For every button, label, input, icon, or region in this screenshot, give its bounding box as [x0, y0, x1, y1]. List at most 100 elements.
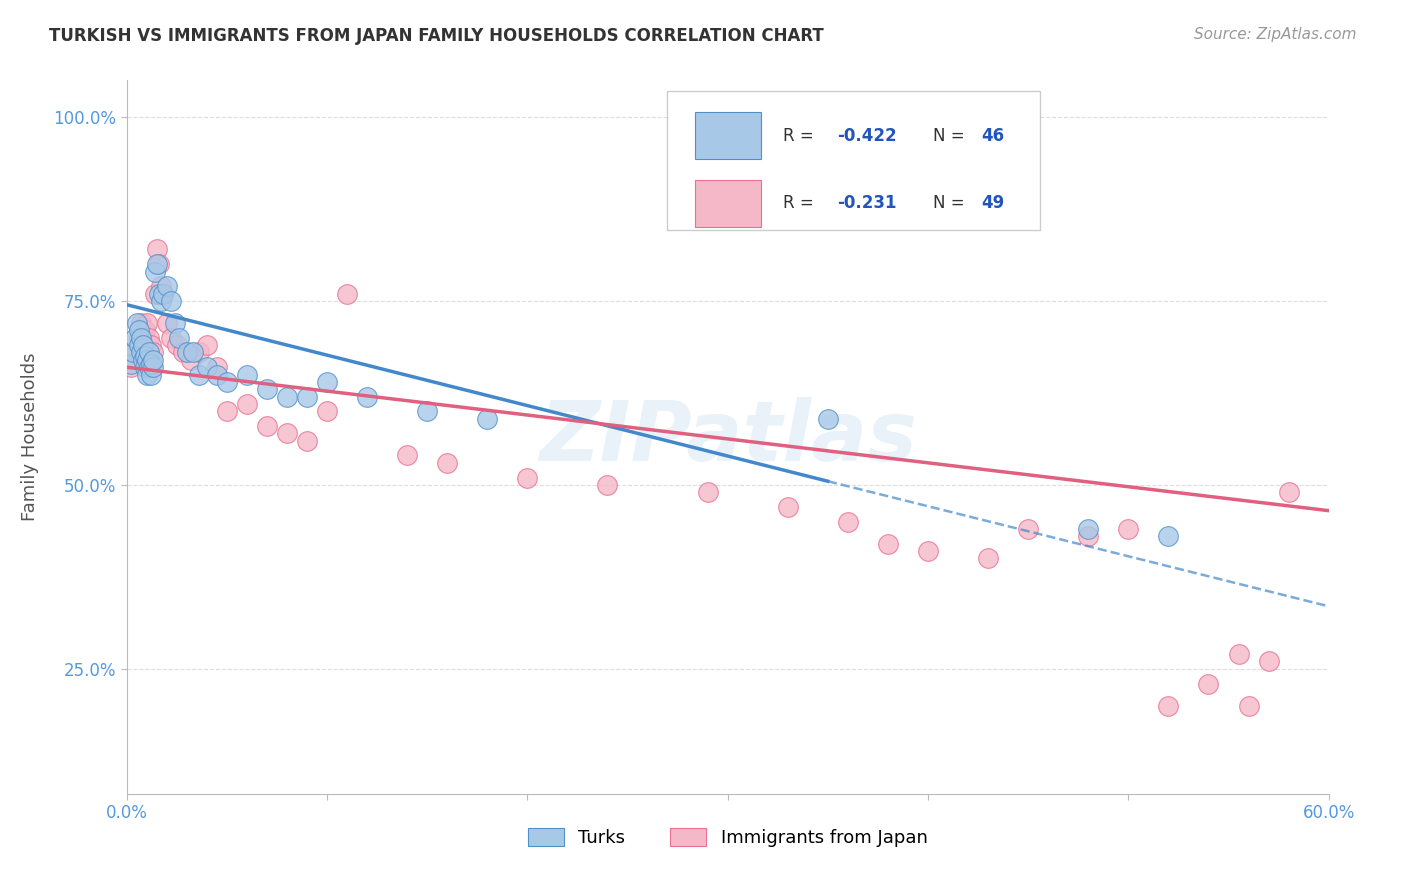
Text: ZIPatlas: ZIPatlas	[538, 397, 917, 477]
Point	[163, 316, 186, 330]
Point	[125, 316, 148, 330]
Point	[205, 368, 228, 382]
Point	[1077, 522, 1099, 536]
Point	[1157, 529, 1180, 543]
Point	[356, 390, 378, 404]
Point	[1157, 698, 1180, 713]
Point	[129, 345, 152, 359]
Point	[138, 345, 160, 359]
Point	[1277, 485, 1299, 500]
Point	[1237, 698, 1260, 713]
Point	[416, 404, 439, 418]
Point	[1017, 522, 1039, 536]
Point	[131, 352, 153, 367]
Point	[295, 390, 318, 404]
Point	[276, 390, 298, 404]
Point	[315, 375, 337, 389]
Point	[131, 338, 153, 352]
Point	[134, 360, 156, 375]
Point	[134, 349, 156, 363]
Y-axis label: Family Households: Family Households	[21, 353, 39, 521]
Point	[276, 426, 298, 441]
Point	[776, 500, 799, 514]
Legend: Turks, Immigrants from Japan: Turks, Immigrants from Japan	[519, 819, 936, 856]
Point	[128, 331, 150, 345]
Point	[159, 331, 181, 345]
Point	[135, 368, 157, 382]
Point	[159, 293, 181, 308]
Point	[205, 360, 228, 375]
Point	[396, 449, 419, 463]
Point	[124, 345, 146, 359]
Point	[135, 316, 157, 330]
Point	[1077, 529, 1099, 543]
Point	[475, 411, 498, 425]
Point	[181, 345, 204, 359]
Point	[315, 404, 337, 418]
Point	[155, 279, 177, 293]
Point	[977, 551, 1000, 566]
Point	[256, 382, 278, 396]
Point	[152, 286, 174, 301]
FancyBboxPatch shape	[695, 180, 761, 227]
FancyBboxPatch shape	[668, 91, 1040, 230]
Point	[596, 478, 619, 492]
Text: -0.231: -0.231	[837, 194, 897, 212]
Point	[235, 368, 259, 382]
Point	[195, 360, 218, 375]
Point	[145, 257, 167, 271]
Text: 46: 46	[981, 127, 1004, 145]
Point	[120, 357, 142, 371]
Point	[134, 323, 156, 337]
Point	[917, 544, 939, 558]
Point	[139, 357, 162, 371]
Point	[1257, 655, 1279, 669]
Point	[817, 411, 839, 425]
Point	[138, 360, 160, 375]
Point	[124, 331, 146, 345]
Point	[877, 537, 900, 551]
Point	[149, 279, 172, 293]
Point	[166, 338, 188, 352]
Point	[176, 345, 198, 359]
Point	[436, 456, 458, 470]
Point	[187, 368, 209, 382]
Text: TURKISH VS IMMIGRANTS FROM JAPAN FAMILY HOUSEHOLDS CORRELATION CHART: TURKISH VS IMMIGRANTS FROM JAPAN FAMILY …	[49, 27, 824, 45]
Point	[256, 419, 278, 434]
Point	[142, 352, 165, 367]
Point	[138, 331, 160, 345]
Point	[696, 485, 718, 500]
Point	[121, 345, 143, 359]
Point	[1118, 522, 1140, 536]
Text: Source: ZipAtlas.com: Source: ZipAtlas.com	[1194, 27, 1357, 42]
Text: N =: N =	[934, 194, 970, 212]
Point	[129, 331, 152, 345]
Point	[215, 375, 238, 389]
Point	[139, 338, 162, 352]
Point	[180, 352, 202, 367]
Point	[295, 434, 318, 448]
Point	[1227, 647, 1250, 661]
Point	[128, 323, 150, 337]
Point	[142, 360, 165, 375]
Point	[139, 368, 162, 382]
FancyBboxPatch shape	[695, 112, 761, 159]
Text: -0.422: -0.422	[837, 127, 897, 145]
Point	[167, 331, 190, 345]
Point	[149, 293, 172, 308]
Point	[135, 352, 157, 367]
Point	[142, 345, 165, 359]
Text: N =: N =	[934, 127, 970, 145]
Point	[131, 331, 153, 345]
Point	[336, 286, 359, 301]
Text: 49: 49	[981, 194, 1004, 212]
Point	[235, 397, 259, 411]
Point	[148, 257, 170, 271]
Point	[516, 470, 538, 484]
Point	[837, 515, 859, 529]
Point	[152, 286, 174, 301]
Text: R =: R =	[783, 194, 818, 212]
Point	[129, 316, 152, 330]
Point	[120, 360, 142, 375]
Point	[215, 404, 238, 418]
